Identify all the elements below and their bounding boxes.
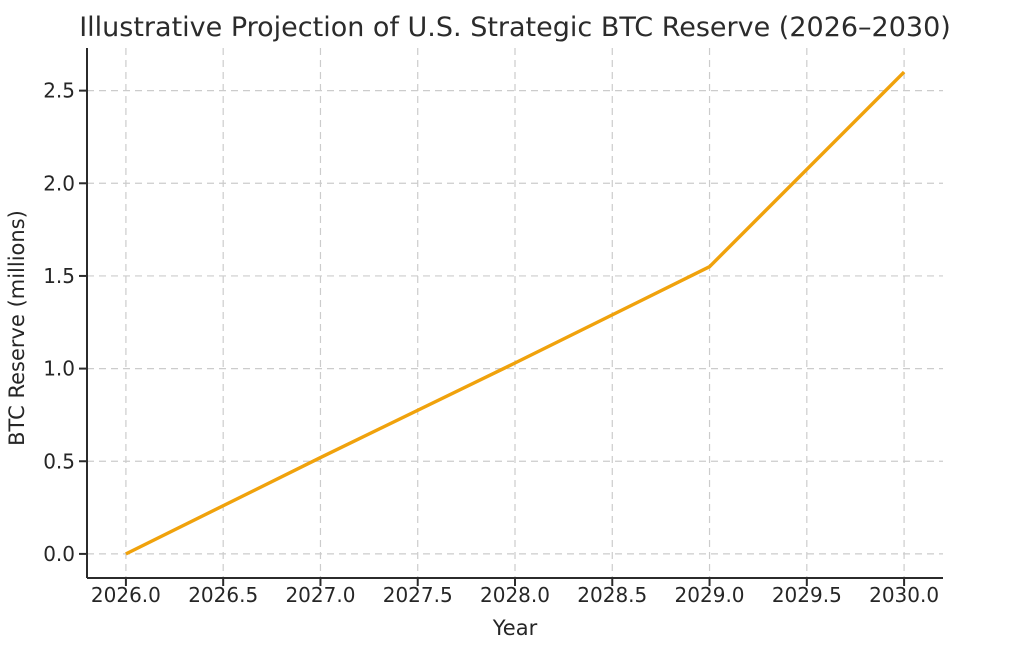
y-tick-label: 2.5 [43, 79, 75, 103]
chart-title: Illustrative Projection of U.S. Strategi… [79, 12, 951, 43]
axis-tick-labels: 2026.0 2026.5 2027.0 2027.5 2028.0 2028.5 2029… [43, 79, 939, 607]
x-tick-label: 2029.0 [675, 583, 745, 607]
y-tick-label: 1.5 [43, 264, 75, 288]
x-tick-label: 2026.0 [91, 583, 161, 607]
y-axis-label: BTC Reserve (millions) [5, 210, 29, 446]
y-tick-label: 0.0 [43, 542, 75, 566]
x-axis-label: Year [492, 616, 538, 640]
axis-ticks [79, 89, 906, 586]
x-tick-label: 2029.5 [772, 583, 842, 607]
gridlines [87, 48, 943, 578]
y-tick-label: 2.0 [43, 171, 75, 195]
x-tick-label: 2030.0 [869, 583, 939, 607]
x-tick-label: 2026.5 [188, 583, 258, 607]
btc-reserve-projection-line [125, 70, 906, 556]
x-tick-label: 2028.0 [480, 583, 550, 607]
x-tick-label: 2028.5 [577, 583, 647, 607]
x-tick-label: 2027.0 [285, 583, 355, 607]
y-tick-label: 0.5 [43, 449, 75, 473]
x-tick-label: 2027.5 [383, 583, 453, 607]
y-tick-label: 1.0 [43, 357, 75, 381]
